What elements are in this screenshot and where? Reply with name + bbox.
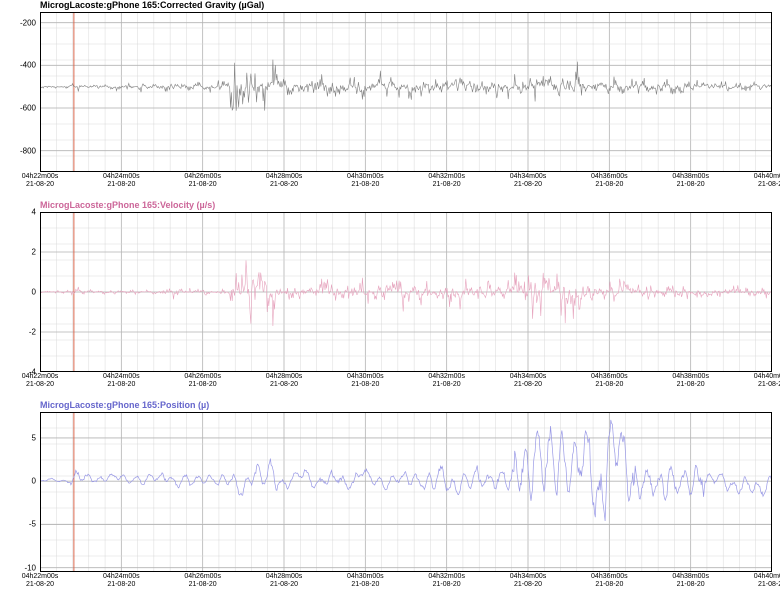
x-tick-time: 04h32m00s bbox=[428, 173, 465, 180]
y-tick-label: 2 bbox=[0, 248, 36, 257]
y-tick-label: 0 bbox=[0, 288, 36, 297]
y-tick-label: -10 bbox=[0, 563, 36, 572]
x-tick-date: 21-08-20 bbox=[514, 581, 542, 588]
x-tick-time: 04h24m00s bbox=[103, 373, 140, 380]
x-tick-time: 04h32m00s bbox=[428, 373, 465, 380]
x-tick-date: 21-08-20 bbox=[677, 381, 705, 388]
y-tick-label: 4 bbox=[0, 208, 36, 217]
x-tick-date: 21-08-20 bbox=[26, 381, 54, 388]
x-tick-date: 21-08-20 bbox=[433, 381, 461, 388]
x-tick-date: 21-08-20 bbox=[433, 581, 461, 588]
x-tick-time: 04h32m00s bbox=[428, 573, 465, 580]
x-tick-date: 21-08-20 bbox=[270, 181, 298, 188]
x-tick-time: 04h26m00s bbox=[184, 373, 221, 380]
x-tick-time: 04h24m00s bbox=[103, 573, 140, 580]
y-tick-label: -800 bbox=[0, 146, 36, 155]
y-tick-label: 0 bbox=[0, 477, 36, 486]
x-tick-time: 04h38m00s bbox=[672, 373, 709, 380]
x-tick-date: 21-08-20 bbox=[514, 381, 542, 388]
chart-plot bbox=[40, 412, 772, 572]
x-tick-date: 21-08-20 bbox=[189, 181, 217, 188]
x-tick-time: 04h22m00s bbox=[22, 573, 59, 580]
x-tick-date: 21-08-20 bbox=[595, 581, 623, 588]
chart-title: MicrogLacoste:gPhone 165:Corrected Gravi… bbox=[40, 0, 264, 10]
x-tick-time: 04h36m00s bbox=[591, 573, 628, 580]
chart-plot bbox=[40, 12, 772, 172]
x-tick-time: 04h40m00s bbox=[754, 173, 780, 180]
x-tick-time: 04h36m00s bbox=[591, 173, 628, 180]
x-tick-time: 04h22m00s bbox=[22, 173, 59, 180]
x-tick-time: 04h38m00s bbox=[672, 573, 709, 580]
x-tick-date: 21-08-20 bbox=[107, 181, 135, 188]
x-tick-time: 04h38m00s bbox=[672, 173, 709, 180]
x-tick-time: 04h40m00s bbox=[754, 573, 780, 580]
chart-title: MicrogLacoste:gPhone 165:Position (µ) bbox=[40, 400, 209, 410]
x-tick-date: 21-08-20 bbox=[351, 181, 379, 188]
x-tick-time: 04h30m00s bbox=[347, 173, 384, 180]
x-tick-date: 21-08-20 bbox=[677, 581, 705, 588]
chart-panel-position: MicrogLacoste:gPhone 165:Position (µ) 5 0 -… bbox=[0, 400, 780, 592]
x-tick-date: 21-08-20 bbox=[433, 181, 461, 188]
chart-panel-velocity: MicrogLacoste:gPhone 165:Velocity (µ/s) 4… bbox=[0, 200, 780, 392]
x-tick-date: 21-08-20 bbox=[351, 381, 379, 388]
x-tick-time: 04h24m00s bbox=[103, 173, 140, 180]
x-tick-date: 21-08-20 bbox=[514, 181, 542, 188]
x-tick-time: 04h30m00s bbox=[347, 573, 384, 580]
x-tick-date: 21-08-20 bbox=[595, 181, 623, 188]
x-tick-time: 04h28m00s bbox=[266, 173, 303, 180]
x-tick-time: 04h28m00s bbox=[266, 573, 303, 580]
x-tick-date: 21-08-20 bbox=[26, 181, 54, 188]
x-tick-date: 21-08-20 bbox=[677, 181, 705, 188]
y-tick-label: -200 bbox=[0, 18, 36, 27]
x-tick-date: 21-08-20 bbox=[270, 581, 298, 588]
x-tick-date: 21-08-20 bbox=[758, 181, 780, 188]
x-tick-time: 04h28m00s bbox=[266, 373, 303, 380]
chart-title: MicrogLacoste:gPhone 165:Velocity (µ/s) bbox=[40, 200, 215, 210]
x-tick-date: 21-08-20 bbox=[189, 581, 217, 588]
x-tick-date: 21-08-20 bbox=[595, 381, 623, 388]
x-tick-time: 04h34m00s bbox=[510, 573, 547, 580]
x-tick-time: 04h34m00s bbox=[510, 373, 547, 380]
y-tick-label: -600 bbox=[0, 104, 36, 113]
x-tick-date: 21-08-20 bbox=[107, 581, 135, 588]
x-tick-date: 21-08-20 bbox=[270, 381, 298, 388]
x-tick-date: 21-08-20 bbox=[758, 381, 780, 388]
x-tick-time: 04h34m00s bbox=[510, 173, 547, 180]
x-tick-time: 04h22m00s bbox=[22, 373, 59, 380]
x-tick-time: 04h26m00s bbox=[184, 573, 221, 580]
y-tick-label: -2 bbox=[0, 328, 36, 337]
x-tick-time: 04h40m00s bbox=[754, 373, 780, 380]
y-tick-label: 5 bbox=[0, 433, 36, 442]
x-tick-date: 21-08-20 bbox=[26, 581, 54, 588]
x-tick-date: 21-08-20 bbox=[351, 581, 379, 588]
y-tick-label: -5 bbox=[0, 520, 36, 529]
x-tick-date: 21-08-20 bbox=[189, 381, 217, 388]
chart-panel-gravity: MicrogLacoste:gPhone 165:Corrected Gravi… bbox=[0, 0, 780, 192]
x-tick-time: 04h30m00s bbox=[347, 373, 384, 380]
y-tick-label: -400 bbox=[0, 61, 36, 70]
chart-plot bbox=[40, 212, 772, 372]
x-tick-date: 21-08-20 bbox=[758, 581, 780, 588]
x-tick-time: 04h26m00s bbox=[184, 173, 221, 180]
x-tick-time: 04h36m00s bbox=[591, 373, 628, 380]
x-tick-date: 21-08-20 bbox=[107, 381, 135, 388]
